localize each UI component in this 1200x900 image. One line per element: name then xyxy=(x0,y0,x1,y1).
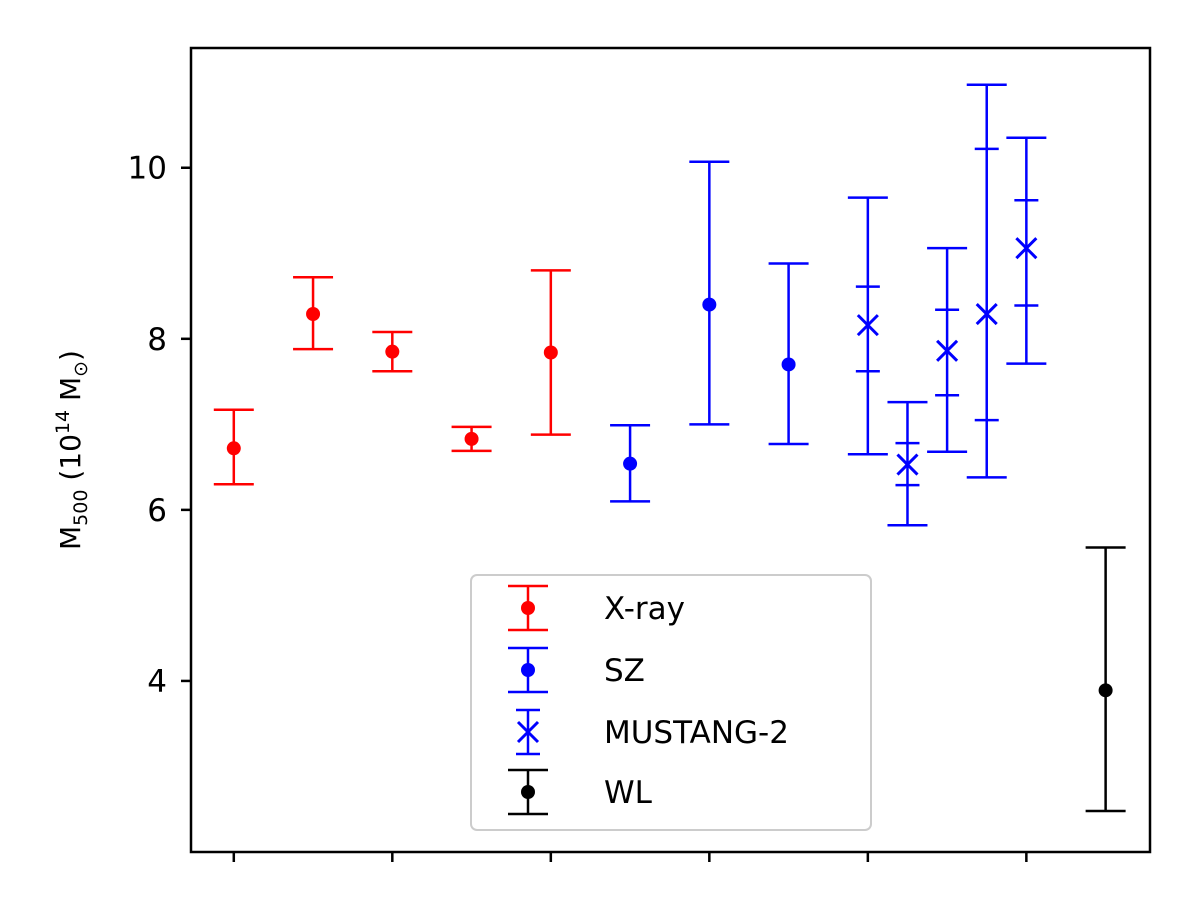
wl-point-0 xyxy=(1098,683,1113,698)
legend-x-ray-marker xyxy=(521,601,535,615)
legend-label-sz: SZ xyxy=(604,653,645,689)
legend-label-wl: WL xyxy=(604,775,653,811)
legend-entry-wl: WL xyxy=(508,768,653,816)
axes: 4 6 8 10 xyxy=(128,46,1152,862)
series-mustang-2 xyxy=(847,83,1047,527)
legend-sz-marker xyxy=(521,663,535,677)
sz-point-2 xyxy=(781,357,796,372)
y-axis-label-main: M xyxy=(54,526,87,550)
legend-entry-sz: SZ xyxy=(508,646,645,694)
y-tick-label-0: 4 xyxy=(147,664,167,700)
plot-frame xyxy=(189,46,1152,854)
mustang-2-point-4 xyxy=(1015,237,1038,260)
mustang-2-point-1 xyxy=(896,453,919,476)
mustang-2-point-1-stroke-b xyxy=(896,453,919,476)
y-axis-label-sup: 14 xyxy=(52,410,74,434)
y-axis-label-sub: 500 xyxy=(70,490,92,526)
y-tick-label-2: 8 xyxy=(147,322,167,358)
x-ray-point-3 xyxy=(464,431,479,446)
x-ray-point-1 xyxy=(306,307,321,322)
mustang-2-point-0 xyxy=(856,314,879,337)
legend-mustang-2-marker-b xyxy=(516,720,540,744)
series-x-ray xyxy=(213,269,571,486)
mustang-2-point-4-stroke-b xyxy=(1015,237,1038,260)
x-ray-point-2 xyxy=(385,344,400,359)
sz-point-0 xyxy=(623,456,638,471)
series-wl xyxy=(1085,546,1126,813)
legend-label-mustang-2: MUSTANG-2 xyxy=(604,715,789,751)
mustang-2-point-3-stroke-b xyxy=(975,302,998,326)
y-tick-label-3: 10 xyxy=(128,151,167,187)
legend-frame xyxy=(470,574,872,831)
x-ray-point-4 xyxy=(543,345,558,360)
legend-entry-mustang-2: MUSTANG-2 xyxy=(516,708,789,756)
sz-point-1 xyxy=(702,297,717,312)
mustang-2-point-2 xyxy=(936,339,959,362)
legend: X-ray SZ MUSTANG-2 WL xyxy=(470,574,872,831)
legend-label-x-ray: X-ray xyxy=(604,591,685,627)
series-sz xyxy=(610,160,809,503)
mustang-2-point-2-stroke-b xyxy=(936,339,959,362)
y-axis-label-solar: ⊙ xyxy=(70,361,92,377)
y-axis-label: M500 (1014 M⊙) xyxy=(52,350,92,550)
y-axis-label-close: ) xyxy=(54,350,87,361)
mustang-2-point-3 xyxy=(975,302,998,326)
legend-wl-marker xyxy=(521,785,535,799)
legend-entries: X-ray SZ MUSTANG-2 WL xyxy=(508,584,789,816)
legend-entry-x-ray: X-ray xyxy=(508,584,685,632)
y-tick-label-1: 6 xyxy=(147,493,167,529)
y-axis-label-rest2: M xyxy=(54,377,87,410)
mustang-2-point-0-stroke-b xyxy=(856,314,879,337)
x-ray-point-0 xyxy=(226,441,241,456)
data-marks xyxy=(213,83,1126,813)
y-axis-label-rest1: (10 xyxy=(54,434,87,489)
